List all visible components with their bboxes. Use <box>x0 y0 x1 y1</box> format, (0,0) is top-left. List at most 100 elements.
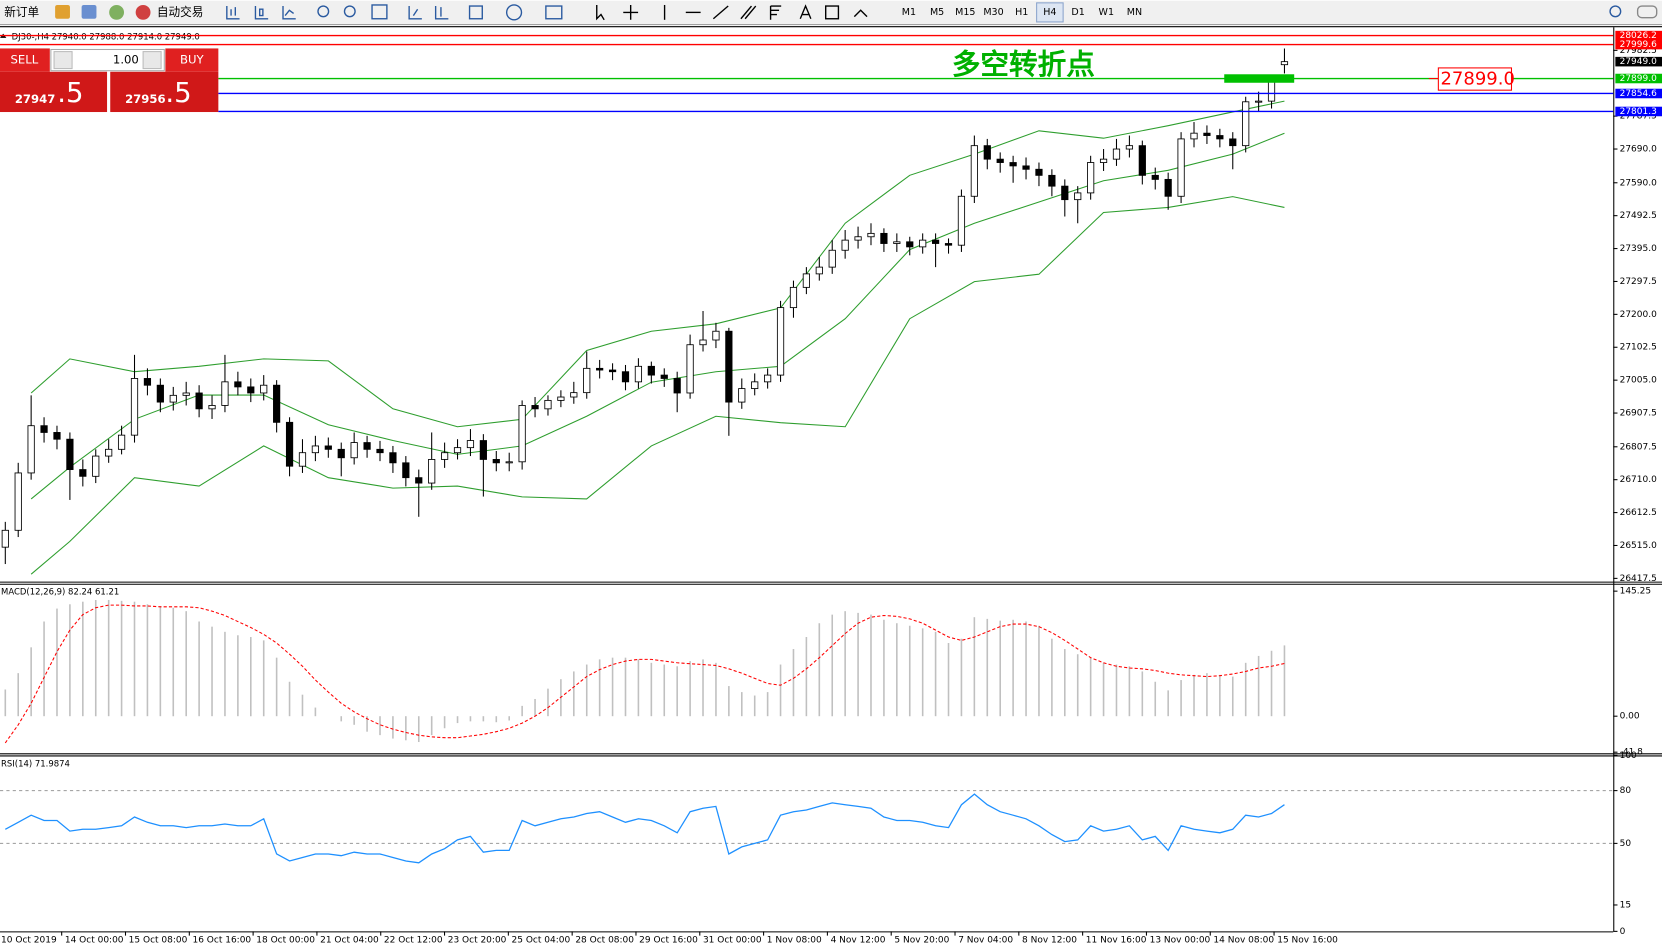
candle-body <box>1229 138 1237 147</box>
auto-trading-button[interactable]: 自动交易 <box>157 5 204 19</box>
candle-body <box>221 381 229 406</box>
trade-panel: SELL 1.00 BUY 27947 .5 27956 .5 <box>0 48 219 114</box>
icon[interactable] <box>769 5 782 20</box>
icon[interactable] <box>408 6 422 20</box>
icon[interactable] <box>81 4 97 19</box>
price-tag-label: 27999.6 <box>1620 40 1657 50</box>
timeframe-button[interactable]: H4 <box>1043 7 1056 18</box>
timeframe-button[interactable]: D1 <box>1071 7 1084 18</box>
icon[interactable] <box>468 5 483 20</box>
candle-body <box>751 381 759 390</box>
icon[interactable] <box>343 5 356 18</box>
y-tick-label: 0.00 <box>1620 712 1640 722</box>
timeframe-button[interactable]: M5 <box>930 7 944 18</box>
icon[interactable] <box>254 6 269 20</box>
icon[interactable] <box>505 4 523 21</box>
timeframe-button[interactable]: M30 <box>983 7 1003 18</box>
candle-body <box>531 405 539 410</box>
y-tick-label: 26417.5 <box>1620 574 1657 584</box>
icon[interactable] <box>317 5 330 18</box>
buy-button[interactable] <box>165 48 219 72</box>
bollinger-upper <box>30 100 1285 428</box>
lots-field[interactable] <box>50 48 165 72</box>
y-tick-label: 27590.0 <box>1620 178 1657 188</box>
callout-label: 27899.0 <box>1440 69 1514 90</box>
price-tag <box>1615 56 1662 67</box>
candle-body <box>195 392 203 410</box>
y-tick-label: 0 <box>1620 927 1626 937</box>
x-tick-label: 25 Oct 04:00 <box>512 935 571 945</box>
price-tag-label: 27899.0 <box>1620 74 1657 84</box>
active-timeframe[interactable] <box>1036 2 1064 23</box>
sell-price[interactable]: 27947 <box>15 92 56 106</box>
candle-body <box>776 307 785 376</box>
candle-body <box>983 145 991 160</box>
candle-body <box>79 469 87 477</box>
candle-body <box>143 378 152 386</box>
icon[interactable] <box>434 6 449 20</box>
candle-body <box>298 452 307 467</box>
sell-button[interactable] <box>0 48 50 72</box>
sell-price-box[interactable] <box>0 71 108 113</box>
timeframe-button[interactable]: M1 <box>902 7 916 18</box>
lots-value[interactable]: 1.00 <box>113 53 139 67</box>
buy-label[interactable]: BUY <box>180 53 205 67</box>
y-tick-label: 27297.5 <box>1620 277 1657 287</box>
buy-price[interactable]: 27956 <box>125 92 165 106</box>
timeframe-button[interactable]: W1 <box>1099 7 1114 18</box>
lots-up[interactable] <box>142 51 162 70</box>
candle-body <box>363 442 371 450</box>
icon[interactable] <box>226 6 240 20</box>
icon[interactable] <box>623 4 639 20</box>
candle-body <box>789 286 798 309</box>
price-tag-label: 27854.6 <box>1620 89 1657 99</box>
y-tick-label: 26612.5 <box>1620 508 1657 518</box>
candle-body <box>1255 100 1263 103</box>
x-tick-label: 14 Oct 00:00 <box>65 935 124 945</box>
candle-body <box>130 378 139 436</box>
icon[interactable] <box>371 4 388 20</box>
candle-body <box>311 445 320 454</box>
timeframe-button[interactable]: M15 <box>955 7 975 18</box>
candle-body <box>583 367 591 394</box>
lots-down[interactable] <box>53 51 73 70</box>
timeframe-button[interactable]: H1 <box>1015 7 1028 18</box>
toolbar <box>0 0 1662 25</box>
buy-price-box[interactable] <box>110 71 219 113</box>
candle-body <box>1177 138 1185 197</box>
icon[interactable] <box>740 5 757 20</box>
sell-label[interactable]: SELL <box>11 53 39 67</box>
candle-body <box>970 145 978 197</box>
main-pane: 26417.5 26515.0 26612.5 26710.0 26807.5 26907… <box>0 30 1662 945</box>
x-tick-label: 31 Oct 00:00 <box>703 935 762 945</box>
new-order-button[interactable]: 新订单 <box>4 5 39 19</box>
turning-point-bar <box>1224 74 1295 83</box>
icon[interactable] <box>799 4 812 20</box>
candle-body <box>544 399 552 410</box>
icon[interactable] <box>282 6 296 20</box>
y-tick-label: 26807.5 <box>1620 442 1657 452</box>
candle-body <box>518 405 526 463</box>
sell-pips[interactable]: .5 <box>57 77 83 109</box>
icon[interactable] <box>109 4 125 20</box>
candle-body <box>247 386 255 394</box>
candle-body <box>893 241 901 244</box>
buy-pips[interactable]: .5 <box>165 77 191 109</box>
icon[interactable] <box>596 4 605 21</box>
candle-body <box>1061 185 1069 201</box>
auto-trading-icon[interactable] <box>135 4 151 20</box>
chat-icon[interactable] <box>1636 5 1658 19</box>
candle-body <box>1203 132 1211 136</box>
search-icon[interactable] <box>1609 5 1622 18</box>
x-tick-label: 11 Nov 16:00 <box>1086 935 1147 945</box>
icon[interactable] <box>545 5 563 20</box>
icon[interactable] <box>825 5 840 20</box>
icon[interactable] <box>712 5 729 20</box>
icon[interactable] <box>853 9 868 18</box>
icon[interactable] <box>55 4 70 19</box>
candle-body <box>14 472 22 531</box>
candle-body <box>273 384 281 423</box>
candle-body <box>996 158 1004 163</box>
timeframe-button[interactable]: MN <box>1127 7 1142 18</box>
